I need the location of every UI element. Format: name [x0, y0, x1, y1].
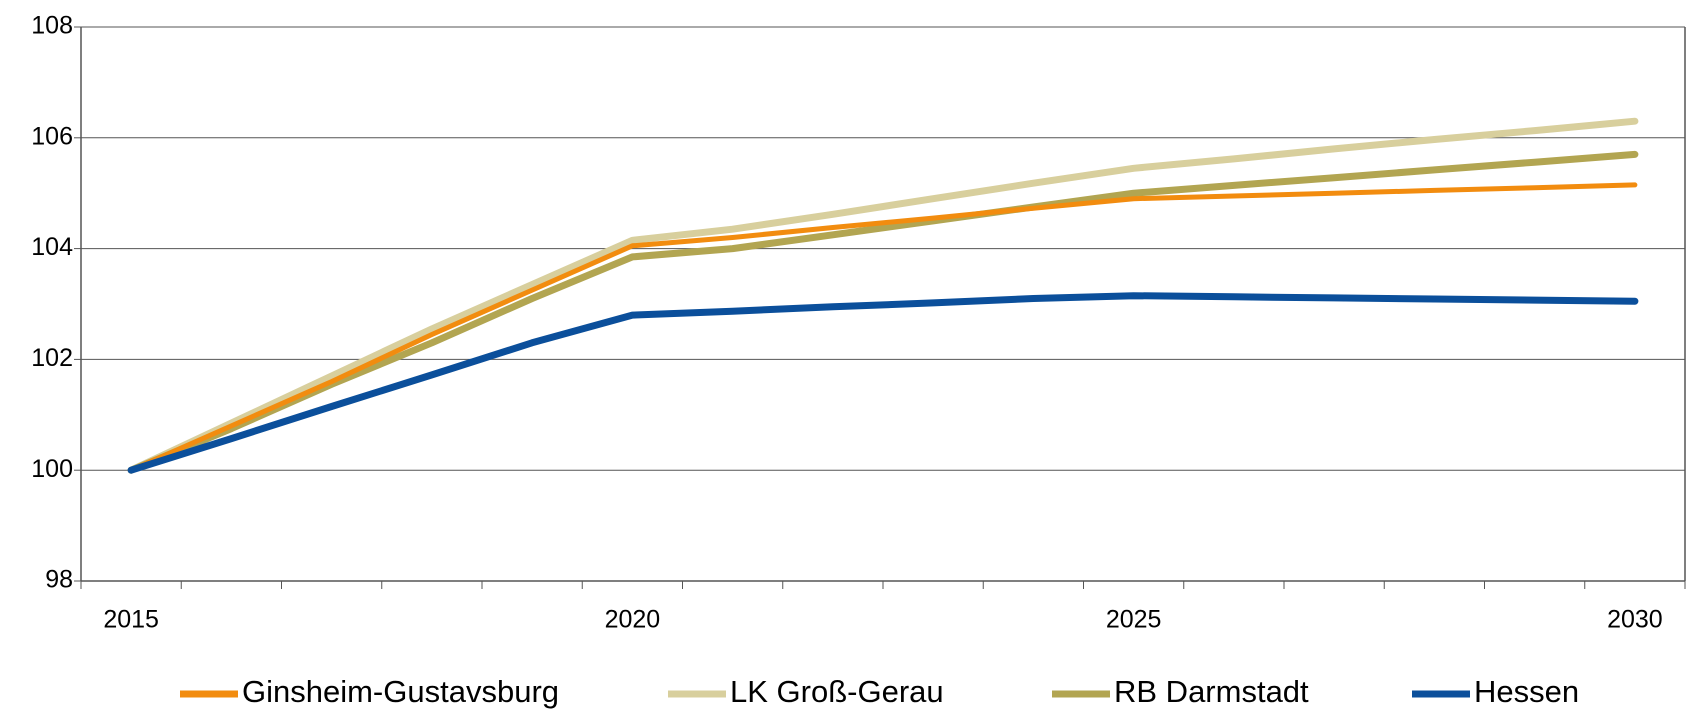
x-tick-label: 2030	[1607, 606, 1663, 634]
series-line	[127, 150, 1639, 474]
y-tick-label: 98	[45, 566, 73, 594]
x-tick-label: 2015	[103, 606, 159, 634]
legend-label: LK Groß-Gerau	[730, 674, 944, 709]
y-tick-label: 108	[31, 12, 73, 40]
x-tick-label: 2020	[605, 606, 661, 634]
y-tick-label: 100	[31, 455, 73, 483]
series-line	[127, 117, 1639, 474]
y-tick-label: 102	[31, 344, 73, 372]
y-tick-label: 106	[31, 122, 73, 150]
series-line	[128, 182, 1638, 473]
series-line	[127, 292, 1639, 474]
y-tick-label: 104	[31, 233, 73, 261]
x-tick-label: 2025	[1106, 606, 1162, 634]
legend-label: Ginsheim-Gustavsburg	[242, 674, 559, 709]
legend-label: RB Darmstadt	[1114, 674, 1309, 709]
legend-label: Hessen	[1474, 674, 1579, 709]
